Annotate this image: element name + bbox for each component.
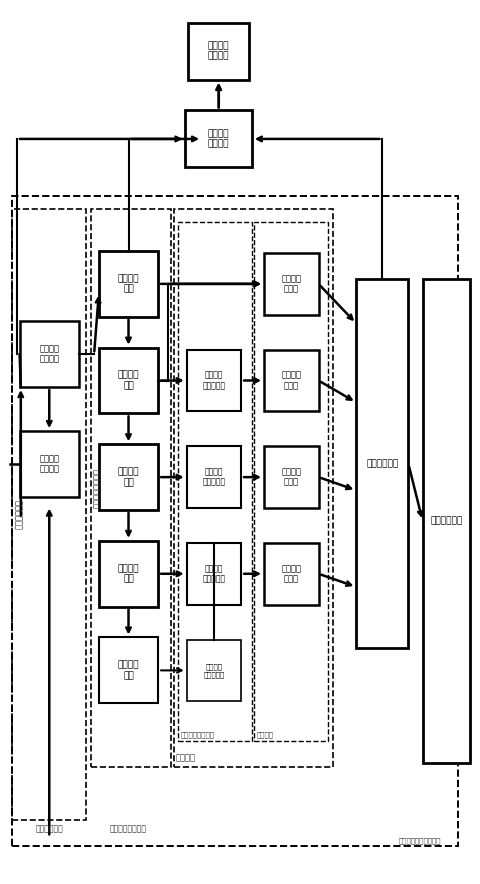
Text: 故障监测扮矩计算单元: 故障监测扮矩计算单元 xyxy=(399,838,442,844)
Bar xyxy=(12,196,458,846)
Text: 报警单元
显示单元: 报警单元 显示单元 xyxy=(208,129,229,149)
Text: 实际扮矩计算单元: 实际扮矩计算单元 xyxy=(110,824,147,833)
Text: 限倦计算单元: 限倦计算单元 xyxy=(14,499,24,530)
Text: 扮矩阈値
计算模块: 扮矩阈値 计算模块 xyxy=(39,345,59,364)
Text: 扮矩生成优化模块: 扮矩生成优化模块 xyxy=(180,731,215,738)
Bar xyxy=(187,543,241,605)
Bar xyxy=(99,251,158,316)
Bar xyxy=(185,110,252,167)
Bar xyxy=(20,431,79,497)
Bar xyxy=(174,210,333,767)
Text: 第四判断
子模块: 第四判断 子模块 xyxy=(281,274,301,293)
Text: 限倦计算单元: 限倦计算单元 xyxy=(36,824,63,833)
Text: 限倦单元
存储单元: 限倦单元 存储单元 xyxy=(208,42,229,61)
Bar xyxy=(356,279,408,649)
Text: 第二判断
子模块: 第二判断 子模块 xyxy=(281,468,301,487)
Text: 扮矩滤波
优化子模块: 扮矩滤波 优化子模块 xyxy=(203,370,226,390)
Text: 扮矩滤波
模块: 扮矩滤波 模块 xyxy=(118,370,139,390)
Text: 扮矩解析
优化子模块: 扮矩解析 优化子模块 xyxy=(203,564,226,583)
Bar xyxy=(179,223,252,741)
Bar xyxy=(264,350,319,411)
Bar xyxy=(264,446,319,508)
Bar xyxy=(264,543,319,605)
Bar xyxy=(91,210,171,767)
Text: 扮矩输出
模块: 扮矩输出 模块 xyxy=(118,274,139,293)
Text: 扮矩生成
优化子模块: 扮矩生成 优化子模块 xyxy=(204,663,225,677)
Text: 判断模块: 判断模块 xyxy=(176,754,196,763)
Text: 系统保护模块: 系统保护模块 xyxy=(430,516,463,526)
Bar xyxy=(264,253,319,315)
Bar xyxy=(99,444,158,510)
Text: 判断模块: 判断模块 xyxy=(257,731,274,738)
Bar xyxy=(254,223,328,741)
Text: 扮矩滤波
优化子模块: 扮矩滤波 优化子模块 xyxy=(203,468,226,487)
Text: 故障诊断模块: 故障诊断模块 xyxy=(366,460,398,469)
Bar xyxy=(188,23,250,80)
Bar xyxy=(187,640,241,701)
Text: 扮矩滤波
模块: 扮矩滤波 模块 xyxy=(118,468,139,487)
Bar xyxy=(20,321,79,387)
Bar xyxy=(99,347,158,414)
Text: 扮矩生成
模块: 扮矩生成 模块 xyxy=(118,660,139,680)
Bar xyxy=(187,350,241,411)
Bar xyxy=(12,210,86,819)
Text: 第三判断
子模块: 第三判断 子模块 xyxy=(281,370,301,390)
Bar xyxy=(423,279,470,763)
Bar xyxy=(99,637,158,704)
Text: 扮矩解析
模块: 扮矩解析 模块 xyxy=(118,564,139,583)
Text: 实际扮矩计算单元: 实际扮矩计算单元 xyxy=(93,469,102,508)
Bar xyxy=(187,446,241,508)
Text: 扮矩变化
阈値模块: 扮矩变化 阈値模块 xyxy=(39,454,59,474)
Text: 第一判断
子模块: 第一判断 子模块 xyxy=(281,564,301,583)
Bar xyxy=(99,541,158,606)
